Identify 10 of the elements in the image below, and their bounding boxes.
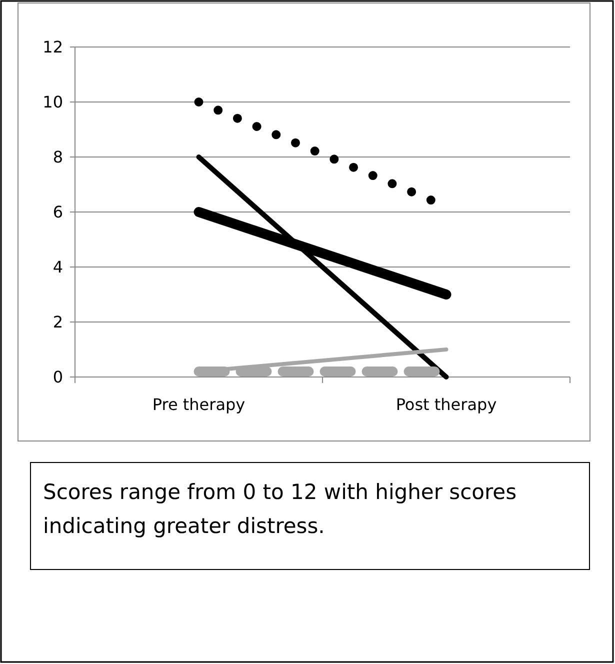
y-tick-label: 4 (52, 258, 63, 277)
y-tick-label: 8 (52, 148, 63, 167)
x-tick-label: Pre therapy (152, 395, 246, 414)
y-tick-label: 0 (52, 368, 63, 387)
y-tick-label: 12 (42, 38, 63, 57)
y-tick-label: 6 (52, 202, 63, 222)
text: Scores range from 0 to 12 with higher scores indicating greater distress. (30, 462, 590, 570)
y-tick-label: 2 (52, 312, 63, 332)
y-tick-label: 10 (42, 92, 63, 112)
x-tick-label: Post therapy (396, 395, 497, 414)
